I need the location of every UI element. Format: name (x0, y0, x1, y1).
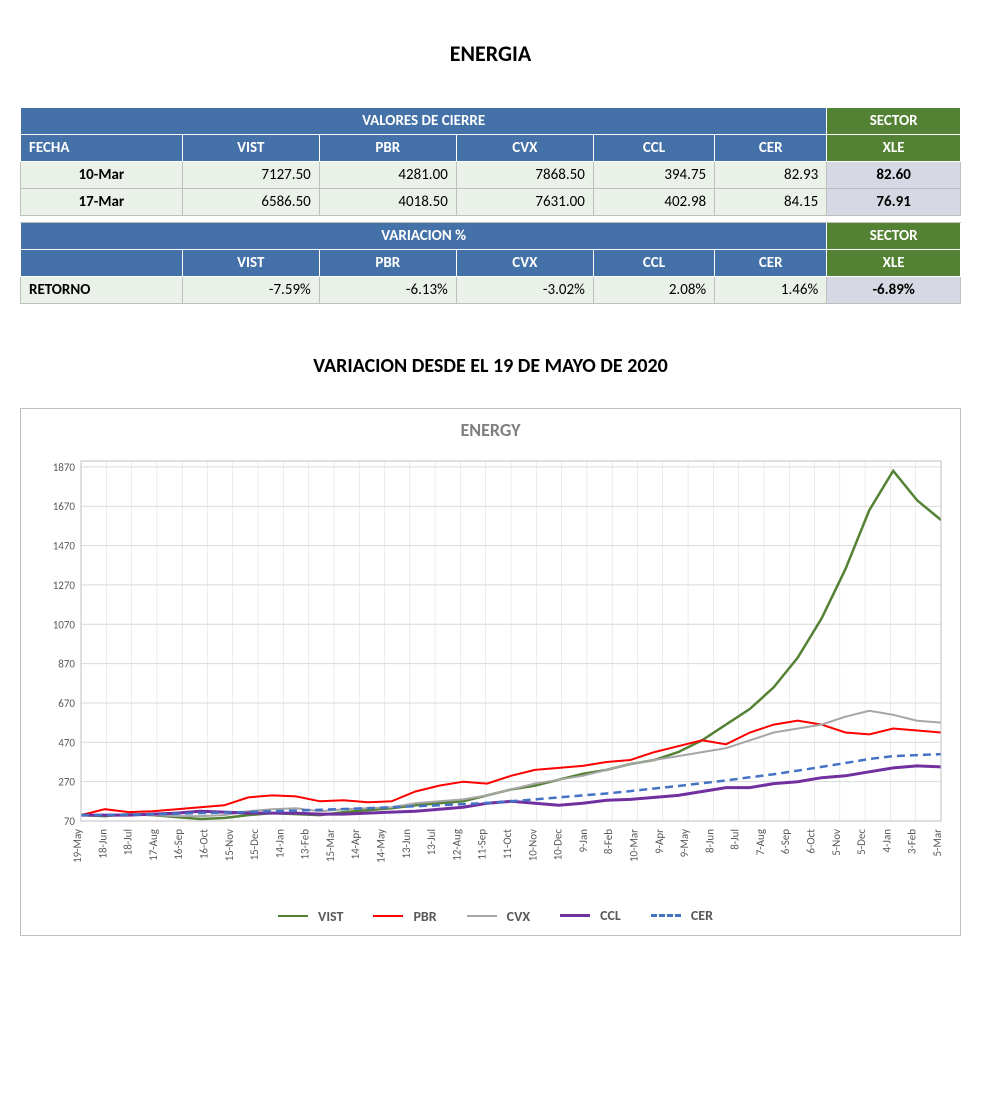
svg-text:1070: 1070 (53, 618, 76, 631)
col-xle: XLE (827, 135, 961, 162)
svg-text:8-Jul: 8-Jul (729, 829, 742, 850)
cell-sector: 76.91 (827, 189, 961, 216)
col-cer: CER (715, 135, 827, 162)
svg-text:8-Jun: 8-Jun (703, 829, 716, 853)
cell: -6.13% (319, 277, 456, 304)
svg-text:18-Jul: 18-Jul (122, 829, 135, 855)
svg-text:13-Jul: 13-Jul (425, 829, 438, 855)
svg-text:1870: 1870 (53, 461, 76, 474)
svg-text:16-Oct: 16-Oct (197, 829, 210, 859)
svg-text:10-Nov: 10-Nov (526, 829, 539, 861)
col-ccl2: CCL (593, 250, 714, 277)
svg-text:7-Aug: 7-Aug (754, 829, 767, 855)
cell: -7.59% (182, 277, 319, 304)
svg-text:470: 470 (58, 736, 75, 749)
cell: 1.46% (715, 277, 827, 304)
col-vist2: VIST (182, 250, 319, 277)
svg-text:13-Jun: 13-Jun (400, 829, 413, 859)
col-cvx2: CVX (456, 250, 593, 277)
svg-text:1270: 1270 (53, 579, 76, 592)
cell: 84.15 (715, 189, 827, 216)
legend-item: CER (641, 907, 713, 924)
svg-text:9-Apr: 9-Apr (653, 829, 666, 854)
svg-text:70: 70 (64, 815, 76, 828)
svg-text:1670: 1670 (53, 500, 76, 513)
cell: 4281.00 (319, 162, 456, 189)
energy-chart: ENERGY 70 270 470 670 870 1070 1270 1470 1670 187… (20, 408, 961, 936)
svg-text:11-Oct: 11-Oct (501, 829, 514, 859)
svg-text:10-Mar: 10-Mar (627, 829, 640, 862)
col-xle2: XLE (827, 250, 961, 277)
svg-text:5-Nov: 5-Nov (830, 829, 843, 856)
valores-table: VALORES DE CIERRE SECTOR FECHA VIST PBR … (20, 107, 961, 304)
svg-text:5-Mar: 5-Mar (931, 829, 944, 857)
svg-text:14-Apr: 14-Apr (349, 829, 362, 860)
cell: 82.93 (715, 162, 827, 189)
svg-text:3-Feb: 3-Feb (906, 829, 919, 854)
svg-text:15-Nov: 15-Nov (223, 829, 236, 861)
svg-text:16-Sep: 16-Sep (172, 829, 185, 860)
svg-text:18-Jun: 18-Jun (96, 829, 109, 859)
svg-text:10-Dec: 10-Dec (552, 829, 565, 861)
col-fecha: FECHA (21, 135, 183, 162)
svg-text:15-Mar: 15-Mar (324, 829, 337, 862)
svg-text:19-May: 19-May (71, 829, 84, 863)
valores-header: VALORES DE CIERRE (21, 108, 827, 135)
svg-text:6-Oct: 6-Oct (805, 829, 818, 854)
cell: 7868.50 (456, 162, 593, 189)
legend-item: CVX (457, 908, 530, 925)
col-ccl: CCL (593, 135, 714, 162)
svg-text:14-May: 14-May (375, 829, 388, 863)
cell-fecha: 10-Mar (21, 162, 183, 189)
cell-sector: 82.60 (827, 162, 961, 189)
svg-text:1470: 1470 (53, 540, 76, 553)
svg-text:9-Jan: 9-Jan (577, 829, 590, 853)
cell-fecha: 17-Mar (21, 189, 183, 216)
svg-text:15-Dec: 15-Dec (248, 829, 261, 861)
svg-text:8-Feb: 8-Feb (602, 829, 615, 854)
col-cer2: CER (715, 250, 827, 277)
col-blank (21, 250, 183, 277)
svg-text:12-Aug: 12-Aug (450, 829, 463, 861)
variacion-header: VARIACION % (21, 223, 827, 250)
sector-header: SECTOR (827, 108, 961, 135)
cell: 6586.50 (182, 189, 319, 216)
cell: 2.08% (593, 277, 714, 304)
svg-text:17-Aug: 17-Aug (147, 829, 160, 861)
chart-inner-title: ENERGY (31, 419, 950, 441)
chart-section-title: VARIACION DESDE EL 19 DE MAYO DE 2020 (20, 354, 961, 378)
col-pbr2: PBR (319, 250, 456, 277)
svg-text:670: 670 (58, 697, 75, 710)
cell: -3.02% (456, 277, 593, 304)
legend-item: VIST (268, 908, 343, 925)
cell-sector: -6.89% (827, 277, 961, 304)
cell: 394.75 (593, 162, 714, 189)
svg-text:13-Feb: 13-Feb (299, 829, 312, 860)
svg-text:870: 870 (58, 658, 75, 671)
retorno-label: RETORNO (21, 277, 183, 304)
svg-text:6-Sep: 6-Sep (779, 829, 792, 854)
chart-legend: VIST PBR CVX CCL CER (31, 904, 950, 925)
chart-svg: 70 270 470 670 870 1070 1270 1470 1670 1870 19-May… (31, 451, 951, 891)
svg-text:270: 270 (58, 776, 75, 789)
cell: 7631.00 (456, 189, 593, 216)
svg-text:5-Dec: 5-Dec (855, 829, 868, 855)
svg-text:11-Sep: 11-Sep (476, 829, 489, 860)
col-vist: VIST (182, 135, 319, 162)
svg-text:4-Jan: 4-Jan (880, 829, 893, 853)
main-title: ENERGIA (20, 40, 961, 67)
col-cvx: CVX (456, 135, 593, 162)
legend-item: PBR (363, 908, 436, 925)
sector-header2: SECTOR (827, 223, 961, 250)
cell: 4018.50 (319, 189, 456, 216)
cell: 402.98 (593, 189, 714, 216)
col-pbr: PBR (319, 135, 456, 162)
cell: 7127.50 (182, 162, 319, 189)
svg-text:14-Jan: 14-Jan (273, 829, 286, 858)
svg-text:9-May: 9-May (678, 829, 691, 857)
legend-item: CCL (550, 907, 621, 924)
